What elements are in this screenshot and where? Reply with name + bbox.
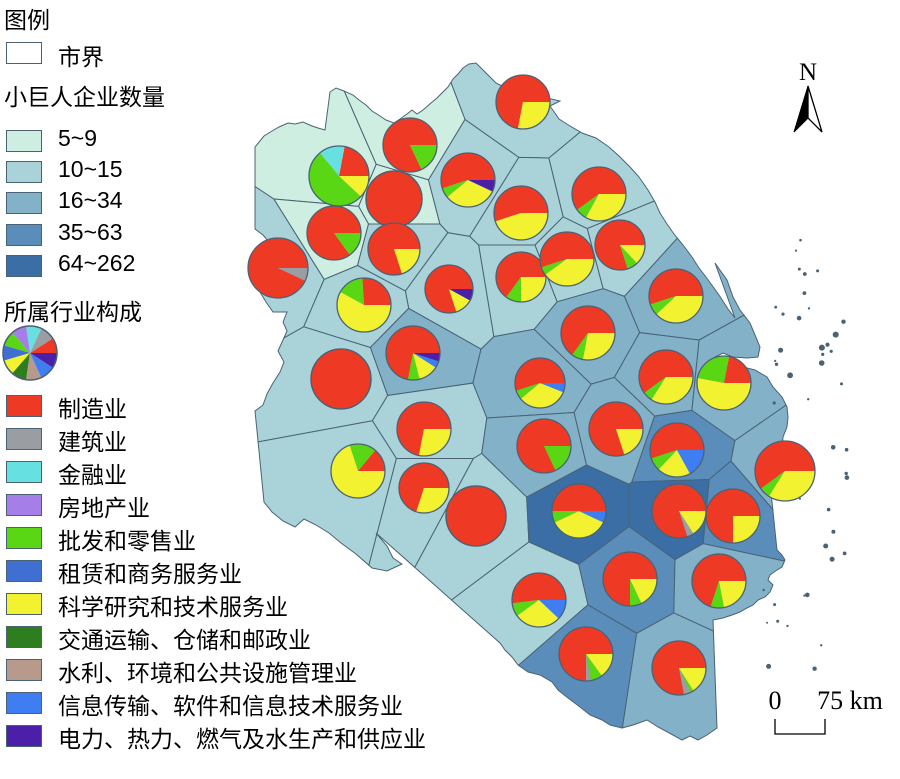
svg-text:N: N	[799, 59, 817, 86]
svg-text:0: 0	[769, 686, 782, 715]
svg-text:75 km: 75 km	[817, 686, 883, 715]
